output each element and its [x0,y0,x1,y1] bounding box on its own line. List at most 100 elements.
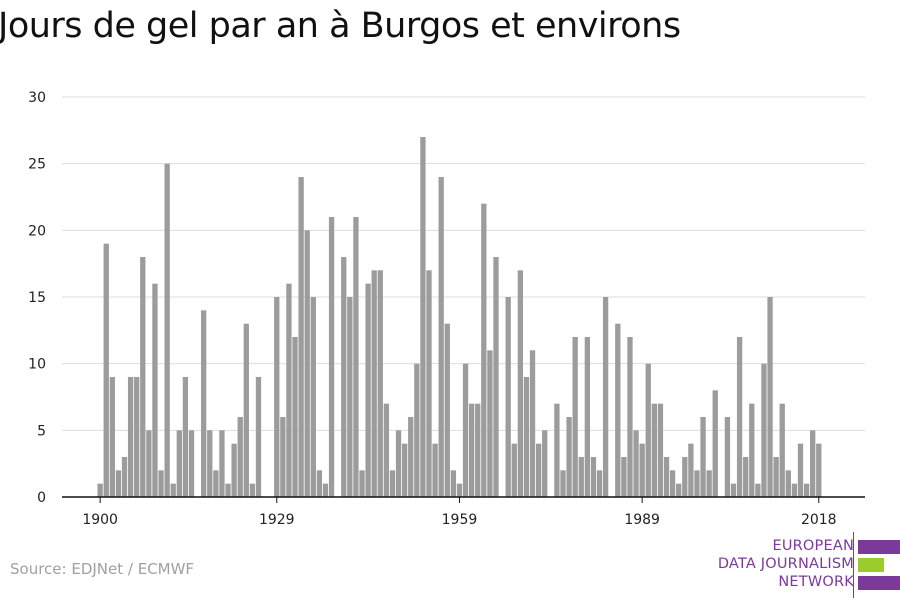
bar-1947[interactable] [383,403,390,497]
bar-1931[interactable] [286,283,292,497]
bar-1988[interactable] [633,430,639,497]
bar-2003[interactable] [724,417,731,497]
bar-2015[interactable] [797,443,804,497]
bar-1964[interactable] [487,350,493,497]
bar-1973[interactable] [542,430,548,497]
bar-1990[interactable] [645,363,651,497]
bar-1938[interactable] [328,217,335,497]
bar-1994[interactable] [669,470,676,497]
bar-1900[interactable] [97,483,103,497]
bar-1981[interactable] [590,457,597,497]
bar-1940[interactable] [341,257,347,497]
bar-1925[interactable] [249,483,256,497]
bar-2010[interactable] [767,297,773,497]
bar-1926[interactable] [255,377,262,497]
bar-1999[interactable] [700,417,706,497]
bar-2014[interactable] [791,483,798,497]
bar-1962[interactable] [475,403,481,497]
bar-1991[interactable] [651,403,657,497]
bar-1969[interactable] [517,270,524,497]
bar-2013[interactable] [785,470,791,497]
bar-1907[interactable] [140,257,146,497]
bar-1901[interactable] [103,243,109,497]
bar-2005[interactable] [736,337,743,497]
bar-1909[interactable] [152,283,158,497]
bar-1953[interactable] [420,137,426,497]
bar-2009[interactable] [761,363,767,497]
bar-1983[interactable] [602,297,609,497]
bar-1937[interactable] [322,483,329,497]
bar-1948[interactable] [389,470,396,497]
bar-1905[interactable] [127,377,134,497]
bar-1968[interactable] [511,443,517,497]
bar-2000[interactable] [706,470,712,497]
bar-1920[interactable] [219,430,225,497]
bar-1952[interactable] [414,363,420,497]
bar-1998[interactable] [694,470,700,497]
bar-1993[interactable] [663,457,670,497]
bar-2008[interactable] [755,483,761,497]
bar-2012[interactable] [779,403,785,497]
bar-1982[interactable] [596,470,603,497]
bar-1970[interactable] [523,377,530,497]
bar-1995[interactable] [676,483,682,497]
bar-1935[interactable] [310,297,316,497]
bar-1913[interactable] [176,430,182,497]
bar-1972[interactable] [535,443,542,497]
bar-1980[interactable] [584,337,590,497]
bar-2011[interactable] [773,457,779,497]
bar-1915[interactable] [188,430,195,497]
bar-2006[interactable] [743,457,749,497]
bar-1930[interactable] [280,417,286,497]
bar-1989[interactable] [639,443,645,497]
bar-1943[interactable] [359,470,365,497]
bar-1976[interactable] [560,470,566,497]
bar-1957[interactable] [444,323,450,497]
bar-1932[interactable] [292,337,298,497]
bar-1958[interactable] [450,470,457,497]
bar-1950[interactable] [402,443,408,497]
bar-1987[interactable] [627,337,633,497]
bar-1924[interactable] [243,323,249,497]
bar-1967[interactable] [505,297,511,497]
bar-2018[interactable] [816,443,822,497]
bar-2017[interactable] [810,430,816,497]
bar-1955[interactable] [432,443,438,497]
bar-1945[interactable] [371,270,377,497]
edjnet-logo[interactable]: EUROPEAN DATA JOURNALISM NETWORK [712,532,900,598]
bar-1997[interactable] [688,443,694,497]
bar-1917[interactable] [201,310,207,497]
bar-1919[interactable] [213,470,219,497]
bar-1910[interactable] [158,470,164,497]
bar-1963[interactable] [481,203,487,498]
bar-1911[interactable] [164,163,170,498]
bar-1975[interactable] [554,403,560,497]
bar-1961[interactable] [468,403,475,497]
bar-1978[interactable] [572,337,578,497]
bar-1992[interactable] [657,403,664,497]
bar-2004[interactable] [730,483,737,497]
bar-1996[interactable] [682,457,688,497]
bar-1960[interactable] [462,363,469,497]
bar-2001[interactable] [712,390,718,497]
bar-1934[interactable] [304,230,310,497]
bar-1986[interactable] [621,457,627,497]
bar-1941[interactable] [347,297,353,497]
bar-1971[interactable] [529,350,536,497]
bar-1965[interactable] [493,257,499,497]
bar-1902[interactable] [109,377,115,497]
bar-1946[interactable] [377,270,383,497]
bar-1933[interactable] [298,177,304,497]
bar-1918[interactable] [207,430,213,497]
bar-1977[interactable] [566,417,572,497]
bar-1959[interactable] [456,483,463,497]
bar-1936[interactable] [316,470,323,497]
bar-1944[interactable] [365,283,371,497]
bar-1985[interactable] [615,323,621,497]
bar-1951[interactable] [408,417,414,497]
bar-1908[interactable] [146,430,152,497]
bar-1904[interactable] [121,457,128,497]
bar-1979[interactable] [578,457,584,497]
bar-1923[interactable] [237,417,243,497]
bar-1914[interactable] [182,377,189,497]
